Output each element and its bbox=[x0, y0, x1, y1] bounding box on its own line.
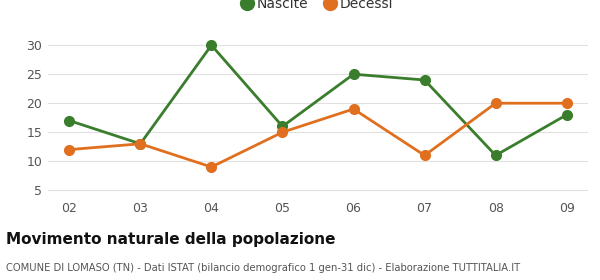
Text: COMUNE DI LOMASO (TN) - Dati ISTAT (bilancio demografico 1 gen-31 dic) - Elabora: COMUNE DI LOMASO (TN) - Dati ISTAT (bila… bbox=[6, 263, 520, 273]
Text: Movimento naturale della popolazione: Movimento naturale della popolazione bbox=[6, 232, 335, 248]
Legend: Nascite, Decessi: Nascite, Decessi bbox=[238, 0, 398, 17]
